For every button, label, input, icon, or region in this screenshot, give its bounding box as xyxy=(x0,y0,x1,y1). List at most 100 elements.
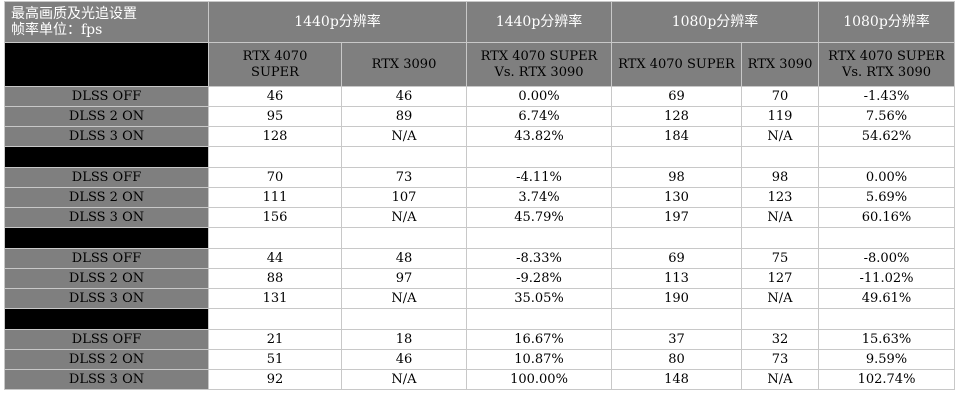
fps-3090-1440p: N/A xyxy=(341,126,467,147)
fps-3090-1080p: N/A xyxy=(741,207,819,228)
diff-1440p: 0.00% xyxy=(466,86,612,107)
fps-4070s-1440p: 88 xyxy=(208,268,342,289)
table-row: DLSS 3 ON 92 N/A 100.00% 148 N/A 102.74% xyxy=(4,369,955,390)
fps-3090-1440p: 97 xyxy=(341,268,467,289)
fps-3090-1080p: 127 xyxy=(741,268,819,289)
fps-3090-1440p: 46 xyxy=(341,86,467,107)
diff-1440p: 3.74% xyxy=(466,187,612,208)
fps-3090-1440p: 73 xyxy=(341,167,467,188)
dlss-mode-label: DLSS 2 ON xyxy=(4,187,209,208)
subheader-row: 《赛博朋克2077》 RTX 4070 SUPER RTX 3090 RTX 40… xyxy=(4,42,955,87)
empty-cell xyxy=(466,308,612,330)
diff-1080p: 49.61% xyxy=(818,288,955,309)
fps-4070s-1080p: 130 xyxy=(611,187,742,208)
table-row: DLSS OFF 46 46 0.00% 69 70 -1.43% xyxy=(4,86,955,107)
game-row: 《心灵杀手2》 xyxy=(4,227,955,249)
fps-3090-1440p: 107 xyxy=(341,187,467,208)
diff-1080p: 54.62% xyxy=(818,126,955,147)
fps-3090-1080p: N/A xyxy=(741,288,819,309)
dlss-mode-label: DLSS OFF xyxy=(4,329,209,350)
diff-1080p: 15.63% xyxy=(818,329,955,350)
group-header-1080p-fps: 1080p分辨率 xyxy=(611,1,819,43)
fps-4070s-1080p: 80 xyxy=(611,349,742,370)
fps-4070s-1080p: 190 xyxy=(611,288,742,309)
fps-3090-1080p: 73 xyxy=(741,349,819,370)
diff-1080p: 7.56% xyxy=(818,106,955,127)
empty-cell xyxy=(341,227,467,249)
diff-1080p: 9.59% xyxy=(818,349,955,370)
diff-1440p: 10.87% xyxy=(466,349,612,370)
fps-4070s-1080p: 69 xyxy=(611,86,742,107)
diff-1080p: -1.43% xyxy=(818,86,955,107)
group-header-1440p-diff: 1440p分辨率 xyxy=(466,1,612,43)
fps-3090-1080p: N/A xyxy=(741,126,819,147)
subheader-cell: RTX 4070 SUPER xyxy=(611,42,742,87)
diff-1080p: -11.02% xyxy=(818,268,955,289)
fps-3090-1080p: 75 xyxy=(741,248,819,269)
table-row: DLSS 2 ON 88 97 -9.28% 113 127 -11.02% xyxy=(4,268,955,289)
subheader-cell: RTX 4070 SUPER Vs. RTX 3090 xyxy=(818,42,955,87)
subheader-cell: RTX 4070 SUPER xyxy=(208,42,342,87)
settings-label: 最高画质及光追设置 xyxy=(11,6,137,22)
empty-cell xyxy=(341,146,467,168)
diff-1080p: 0.00% xyxy=(818,167,955,188)
fps-3090-1080p: 32 xyxy=(741,329,819,350)
game-title: 《赛博朋克2077》 xyxy=(4,42,209,87)
diff-1440p: 100.00% xyxy=(466,369,612,390)
game-row: 《翼星求生》 xyxy=(4,146,955,168)
table-row: DLSS 2 ON 111 107 3.74% 130 123 5.69% xyxy=(4,187,955,208)
dlss-mode-label: DLSS 2 ON xyxy=(4,106,209,127)
table-row: DLSS 2 ON 51 46 10.87% 80 73 9.59% xyxy=(4,349,955,370)
empty-cell xyxy=(741,146,819,168)
header-row: 最高画质及光追设置 帧率单位：fps 1440p分辨率 1440p分辨率 108… xyxy=(4,1,955,43)
table-row: DLSS OFF 21 18 16.67% 37 32 15.63% xyxy=(4,329,955,350)
fps-4070s-1440p: 128 xyxy=(208,126,342,147)
fps-4070s-1440p: 92 xyxy=(208,369,342,390)
fps-4070s-1440p: 95 xyxy=(208,106,342,127)
fps-4070s-1080p: 69 xyxy=(611,248,742,269)
game-title: 《翼星求生》 xyxy=(4,146,209,168)
diff-1440p: 43.82% xyxy=(466,126,612,147)
game-row: 《传送门：序曲》RTX版 xyxy=(4,308,955,330)
benchmark-table: 最高画质及光追设置 帧率单位：fps 1440p分辨率 1440p分辨率 108… xyxy=(4,1,955,390)
fps-4070s-1080p: 98 xyxy=(611,167,742,188)
empty-cell xyxy=(466,227,612,249)
fps-3090-1440p: 89 xyxy=(341,106,467,127)
table-row: DLSS 2 ON 95 89 6.74% 128 119 7.56% xyxy=(4,106,955,127)
fps-4070s-1080p: 37 xyxy=(611,329,742,350)
table-body: 最高画质及光追设置 帧率单位：fps 1440p分辨率 1440p分辨率 108… xyxy=(4,1,955,390)
diff-1440p: 16.67% xyxy=(466,329,612,350)
fps-3090-1080p: N/A xyxy=(741,369,819,390)
dlss-mode-label: DLSS 2 ON xyxy=(4,268,209,289)
dlss-mode-label: DLSS 3 ON xyxy=(4,288,209,309)
fps-4070s-1440p: 111 xyxy=(208,187,342,208)
fps-4070s-1080p: 113 xyxy=(611,268,742,289)
empty-cell xyxy=(466,146,612,168)
diff-1440p: 6.74% xyxy=(466,106,612,127)
empty-cell xyxy=(818,146,955,168)
fps-3090-1080p: 123 xyxy=(741,187,819,208)
fps-4070s-1440p: 44 xyxy=(208,248,342,269)
table-row: DLSS OFF 44 48 -8.33% 69 75 -8.00% xyxy=(4,248,955,269)
diff-1080p: 60.16% xyxy=(818,207,955,228)
fps-4070s-1440p: 46 xyxy=(208,86,342,107)
empty-cell xyxy=(208,308,342,330)
dlss-mode-label: DLSS OFF xyxy=(4,167,209,188)
fps-4070s-1080p: 197 xyxy=(611,207,742,228)
fps-4070s-1440p: 156 xyxy=(208,207,342,228)
group-header-1440p-fps: 1440p分辨率 xyxy=(208,1,467,43)
empty-cell xyxy=(611,227,742,249)
empty-cell xyxy=(341,308,467,330)
diff-1440p: -8.33% xyxy=(466,248,612,269)
fps-4070s-1080p: 148 xyxy=(611,369,742,390)
fps-3090-1440p: N/A xyxy=(341,369,467,390)
empty-cell xyxy=(611,308,742,330)
fps-3090-1440p: 18 xyxy=(341,329,467,350)
dlss-mode-label: DLSS OFF xyxy=(4,248,209,269)
game-title: 《心灵杀手2》 xyxy=(4,227,209,249)
unit-label: 帧率单位：fps xyxy=(11,22,103,38)
fps-4070s-1080p: 128 xyxy=(611,106,742,127)
empty-cell xyxy=(741,227,819,249)
fps-4070s-1440p: 70 xyxy=(208,167,342,188)
empty-cell xyxy=(818,308,955,330)
